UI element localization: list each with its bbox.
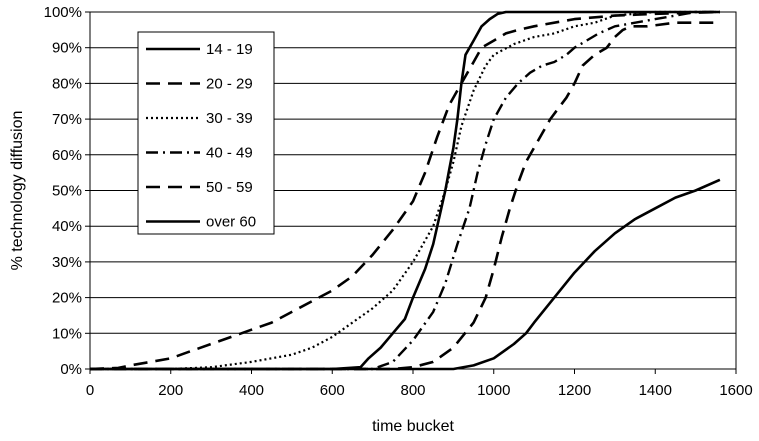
series-line-3 — [90, 10, 720, 371]
series-line-1 — [90, 10, 720, 371]
plot-area — [89, 10, 737, 371]
y-tick-label: 90% — [52, 40, 82, 57]
x-tick-label: 600 — [320, 382, 345, 399]
x-tick-label: 400 — [239, 382, 264, 399]
y-tick-label: 20% — [52, 290, 82, 307]
legend-label: 20 - 29 — [206, 76, 253, 93]
x-tick-label: 1000 — [477, 382, 510, 399]
legend-box — [137, 31, 275, 235]
y-tick-label: 80% — [52, 75, 82, 92]
x-tick-label: 800 — [400, 382, 425, 399]
x-tick-label: 200 — [158, 382, 183, 399]
x-axis-title: time bucket — [372, 418, 454, 435]
y-tick-label: 50% — [52, 183, 82, 200]
x-tick-label: 1400 — [639, 382, 672, 399]
y-tick-label: 100% — [44, 4, 82, 21]
y-tick-label: 70% — [52, 111, 82, 128]
legend-label: 14 - 19 — [206, 41, 253, 58]
x-tick-label: 1600 — [719, 382, 752, 399]
y-tick-label: 30% — [52, 254, 82, 271]
x-tick-label: 1200 — [558, 382, 591, 399]
series-line-4 — [90, 10, 720, 371]
legend-label: 50 - 59 — [206, 179, 253, 196]
y-tick-label: 60% — [52, 147, 82, 164]
series-line-2 — [89, 10, 720, 371]
series-line-5 — [90, 21, 720, 371]
y-axis-ticks: 0% 10% 20% 30% 40% 50% 60% 70% 80% 90% 100% — [44, 4, 90, 378]
x-axis-ticks: 0 200 400 600 800 1000 1200 1400 1600 — [86, 369, 753, 399]
series-lines — [89, 10, 721, 371]
y-tick-label: 0% — [60, 361, 82, 378]
legend-label: over 60 — [206, 214, 256, 231]
legend-label: 30 - 39 — [206, 110, 253, 127]
legend: 14 - 19 20 - 29 30 - 39 40 - 49 50 - 59 over … — [137, 31, 275, 235]
legend-label: 40 - 49 — [206, 145, 253, 162]
series-line-6 — [90, 178, 721, 371]
y-tick-label: 10% — [52, 325, 82, 342]
y-axis-title: % technology diffusion — [9, 111, 26, 271]
y-tick-label: 40% — [52, 218, 82, 235]
x-tick-label: 0 — [86, 382, 94, 399]
